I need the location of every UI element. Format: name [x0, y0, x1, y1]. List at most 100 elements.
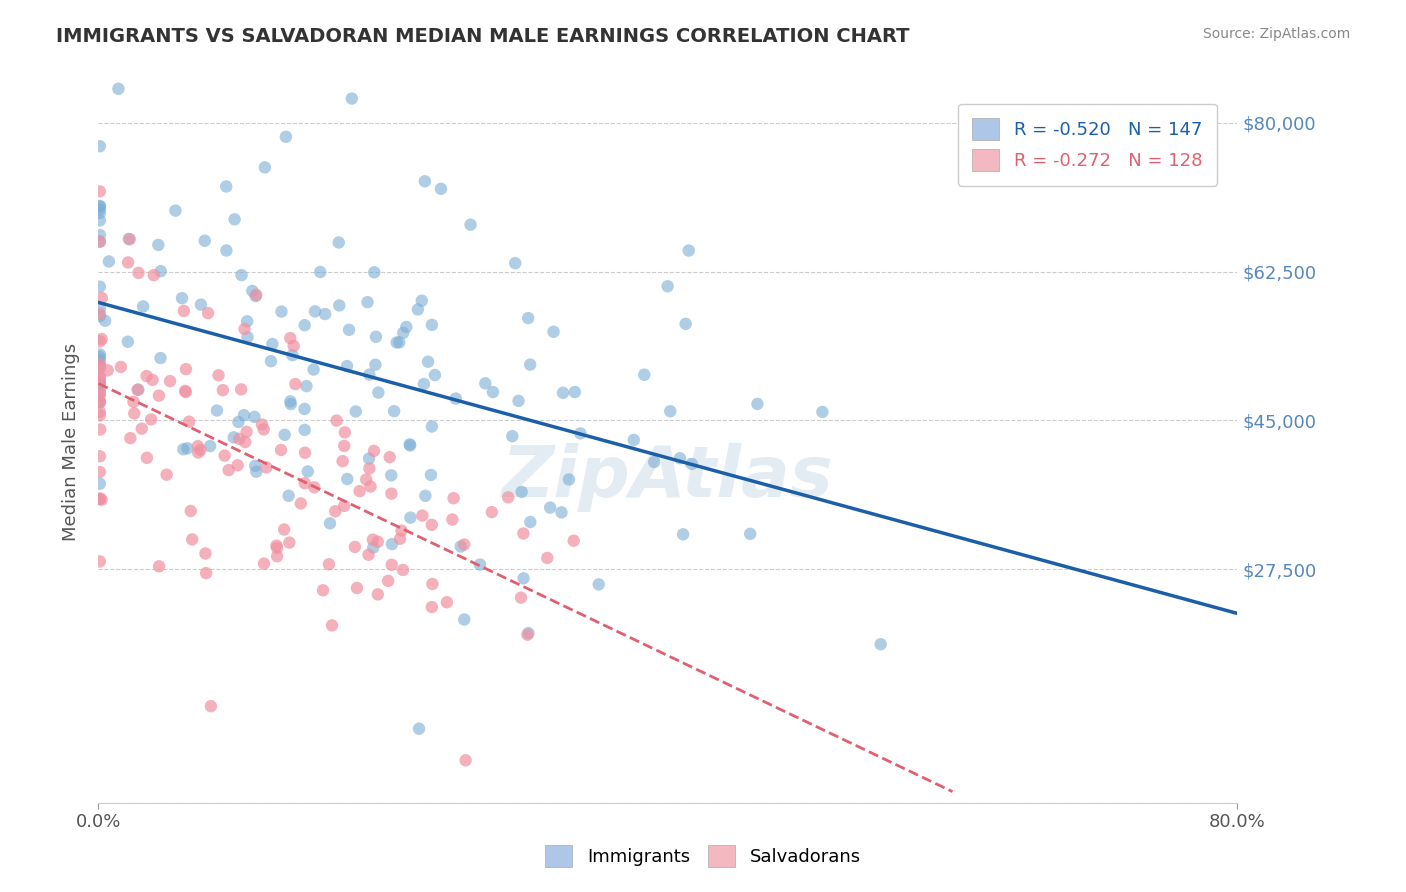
Point — [89, 554, 111, 568]
Point — [538, 500, 561, 515]
Point — [290, 496, 312, 510]
Point — [304, 304, 326, 318]
Point — [224, 212, 246, 227]
Point — [399, 510, 422, 524]
Point — [659, 404, 682, 418]
Point — [190, 442, 212, 457]
Point — [177, 415, 200, 429]
Point — [89, 491, 111, 506]
Point — [89, 206, 111, 220]
Point — [270, 442, 292, 457]
Point — [558, 473, 581, 487]
Point — [481, 505, 503, 519]
Point — [89, 235, 111, 249]
Point — [318, 558, 340, 572]
Point — [332, 454, 354, 468]
Point — [309, 265, 332, 279]
Point — [190, 298, 212, 312]
Point — [89, 491, 111, 506]
Point — [364, 358, 387, 372]
Point — [228, 415, 250, 429]
Point — [254, 460, 277, 475]
Point — [148, 559, 170, 574]
Point — [569, 426, 592, 441]
Point — [187, 439, 209, 453]
Point — [198, 439, 221, 453]
Point — [420, 517, 443, 532]
Point — [294, 446, 316, 460]
Point — [274, 129, 297, 144]
Point — [325, 414, 347, 428]
Point — [89, 213, 111, 227]
Point — [294, 476, 316, 491]
Point — [385, 335, 408, 350]
Point — [512, 571, 534, 585]
Point — [669, 451, 692, 466]
Point — [562, 533, 585, 548]
Point — [142, 268, 165, 282]
Point — [131, 422, 153, 436]
Point — [294, 423, 316, 437]
Point — [89, 465, 111, 479]
Point — [200, 699, 222, 714]
Point — [236, 314, 259, 328]
Point — [89, 385, 111, 400]
Point — [187, 445, 209, 459]
Point — [588, 577, 610, 591]
Point — [454, 753, 477, 767]
Point — [496, 491, 519, 505]
Point — [260, 354, 283, 368]
Point — [319, 516, 342, 531]
Point — [678, 244, 700, 258]
Point — [90, 332, 112, 346]
Point — [118, 232, 141, 246]
Point — [205, 403, 228, 417]
Point — [172, 442, 194, 457]
Point — [359, 451, 381, 466]
Point — [89, 395, 111, 409]
Point — [422, 577, 444, 591]
Point — [675, 317, 697, 331]
Point — [215, 244, 238, 258]
Point — [388, 335, 411, 350]
Point — [294, 401, 316, 416]
Point — [226, 458, 249, 473]
Point — [278, 535, 301, 549]
Point — [363, 444, 385, 458]
Point — [411, 508, 433, 523]
Point — [240, 284, 263, 298]
Point — [378, 450, 401, 464]
Point — [336, 472, 359, 486]
Point — [89, 347, 111, 361]
Point — [165, 203, 187, 218]
Point — [253, 422, 276, 436]
Point — [218, 463, 240, 477]
Point — [430, 182, 453, 196]
Point — [357, 548, 380, 562]
Point — [408, 722, 430, 736]
Point — [262, 337, 284, 351]
Point — [118, 232, 141, 246]
Point — [89, 384, 111, 398]
Point — [657, 279, 679, 293]
Point — [420, 600, 443, 615]
Point — [132, 300, 155, 314]
Point — [482, 385, 505, 400]
Point — [173, 304, 195, 318]
Point — [312, 583, 335, 598]
Point — [266, 539, 288, 553]
Point — [672, 527, 695, 541]
Point — [149, 351, 172, 365]
Point — [510, 484, 533, 499]
Point — [343, 540, 366, 554]
Point — [412, 376, 434, 391]
Point — [420, 318, 443, 332]
Point — [107, 82, 129, 96]
Point — [389, 532, 412, 546]
Point — [273, 523, 295, 537]
Point — [519, 358, 541, 372]
Point — [302, 362, 325, 376]
Point — [512, 526, 534, 541]
Point — [367, 534, 389, 549]
Point — [245, 465, 267, 479]
